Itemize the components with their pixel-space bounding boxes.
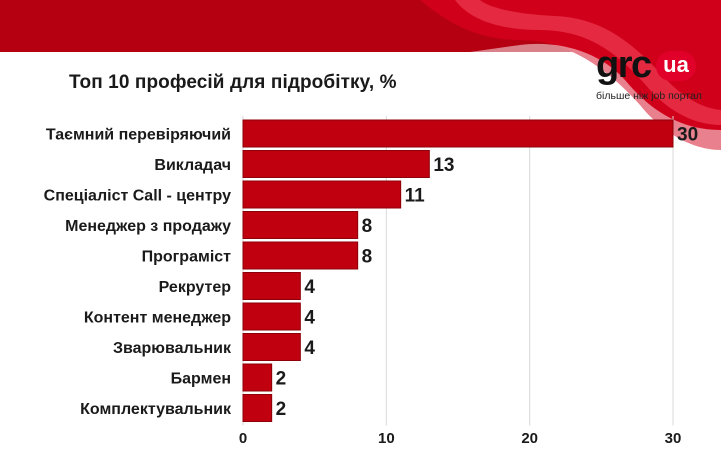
x-tick-label: 0	[239, 430, 247, 447]
bar	[242, 363, 273, 392]
value-label: 13	[433, 155, 454, 176]
banner-wave-highlight	[455, 0, 721, 125]
category-label: Спеціаліст Call - центру	[44, 188, 231, 205]
value-label: 2	[276, 399, 287, 420]
banner-wave-main	[420, 0, 721, 150]
value-label: 11	[405, 186, 426, 207]
bar	[242, 119, 674, 148]
category-label: Бармен	[171, 371, 231, 388]
category-label: Викладач	[154, 157, 231, 174]
x-tick-label: 20	[521, 430, 538, 447]
category-label: Менеджер з продажу	[65, 218, 231, 235]
value-label: 2	[276, 369, 287, 390]
category-label: Контент менеджер	[84, 310, 231, 327]
grc-logo[interactable]: grc ua більше ніж job портал	[594, 44, 704, 104]
category-label: Зварювальник	[113, 340, 232, 357]
category-label: Програміст	[142, 249, 232, 266]
value-label: 30	[677, 125, 698, 146]
category-label: Комплектувальник	[80, 401, 232, 418]
bar	[242, 302, 301, 331]
category-label: Таємний перевіряючий	[46, 127, 231, 144]
value-label: 8	[362, 216, 373, 237]
value-label: 4	[304, 338, 315, 359]
value-label: 4	[304, 277, 315, 298]
category-label: Рекрутер	[159, 279, 232, 296]
logo-wordmark: grc	[596, 44, 652, 86]
bar	[242, 333, 301, 361]
bar	[242, 180, 402, 209]
value-label: 8	[362, 247, 373, 268]
logo-tagline: більше ніж job портал	[596, 90, 702, 102]
bar	[242, 241, 359, 270]
chart-title: Топ 10 професій для підробітку, %	[69, 72, 397, 93]
bar	[242, 272, 301, 300]
bar	[242, 394, 273, 422]
bar	[242, 211, 359, 239]
bar	[242, 150, 430, 178]
x-tick-label: 30	[665, 430, 682, 447]
x-tick-label: 10	[378, 430, 395, 447]
logo-badge: ua	[656, 51, 696, 81]
value-label: 4	[304, 308, 315, 329]
